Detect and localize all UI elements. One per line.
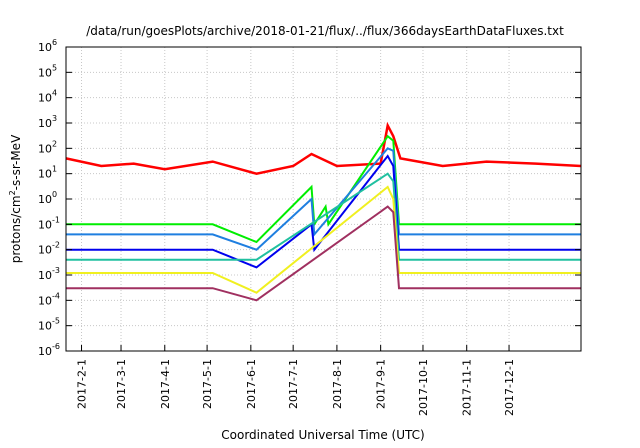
y-tick-label: 106 — [38, 38, 57, 54]
y-tick-label: 10-3 — [38, 266, 60, 282]
y-tick-base: 10 — [38, 92, 52, 105]
y-tick-base: 10 — [38, 193, 52, 206]
y-tick-base: 10 — [38, 320, 52, 333]
x-tick-label: 2017-12-1 — [503, 359, 516, 416]
series-line — [66, 205, 581, 302]
y-tick-exp: 4 — [52, 89, 57, 98]
y-tick-label: 10-5 — [38, 317, 60, 333]
x-tick-label: 2017-6-1 — [245, 359, 258, 409]
y-tick-label: 104 — [38, 89, 57, 105]
y-tick-base: 10 — [38, 117, 52, 130]
y-tick-label: 10-1 — [38, 215, 60, 231]
x-tick-label: 2017-11-1 — [461, 359, 474, 416]
y-tick-base: 10 — [38, 345, 52, 358]
x-tick-label: 2017-9-1 — [375, 359, 388, 409]
y-tick-label: 10-2 — [38, 241, 60, 257]
x-tick-label: 2017-10-1 — [417, 359, 430, 416]
grid-lines — [66, 47, 581, 351]
series-line — [66, 185, 581, 294]
y-tick-base: 10 — [38, 269, 52, 282]
plot-frame — [65, 46, 582, 352]
y-axis-ticks: 10-610-510-410-310-210-11001011021031041… — [38, 38, 581, 358]
series-line — [66, 147, 581, 251]
y-tick-base: 10 — [38, 244, 52, 257]
y-tick-exp: 2 — [52, 139, 57, 148]
y-axis-label: protons/cm2-s-sr-MeV — [8, 134, 23, 263]
y-tick-label: 102 — [38, 139, 57, 155]
y-tick-exp: -1 — [52, 215, 60, 224]
y-axis-label-main: protons/cm — [9, 195, 23, 263]
y-tick-exp: 0 — [52, 190, 57, 199]
x-axis-ticks: 2017-2-1 2017-3-1 2017-4-1 2017-5-1 2017-6-1… — [76, 345, 516, 416]
y-tick-exp: -5 — [52, 317, 60, 326]
y-tick-base: 10 — [38, 168, 52, 181]
y-tick-label: 100 — [38, 190, 57, 206]
y-tick-label: 10-4 — [38, 291, 60, 307]
x-tick-label: 2017-5-1 — [201, 359, 214, 409]
series-line — [66, 172, 581, 261]
y-tick-exp: 3 — [52, 114, 57, 123]
x-axis-label: Coordinated Universal Time (UTC) — [221, 428, 424, 442]
y-tick-base: 10 — [38, 218, 52, 231]
y-tick-base: 10 — [38, 142, 52, 155]
x-tick-label: 2017-4-1 — [159, 359, 172, 409]
chart-title: /data/run/goesPlots/archive/2018-01-21/f… — [86, 24, 564, 38]
x-tick-label: 2017-7-1 — [287, 359, 300, 409]
y-tick-exp: -2 — [52, 241, 60, 250]
y-tick-base: 10 — [38, 66, 52, 79]
y-tick-label: 105 — [38, 63, 57, 79]
y-tick-exp: 5 — [52, 63, 57, 72]
y-tick-label: 10-6 — [38, 342, 60, 358]
series-group — [65, 121, 582, 302]
y-tick-exp: -6 — [52, 342, 60, 351]
x-tick-label: 2017-8-1 — [331, 359, 344, 409]
y-tick-label: 101 — [38, 165, 57, 181]
y-tick-exp: 6 — [52, 38, 57, 47]
x-tick-label: 2017-3-1 — [115, 359, 128, 409]
series-line — [66, 134, 581, 244]
y-tick-label: 103 — [38, 114, 57, 130]
y-tick-base: 10 — [38, 294, 52, 307]
y-axis-label-unit: -s-sr-MeV — [9, 134, 23, 190]
y-axis-label-sup: 2 — [8, 190, 17, 195]
y-tick-exp: -3 — [52, 266, 60, 275]
y-tick-base: 10 — [38, 41, 52, 54]
series-line — [65, 121, 582, 175]
x-tick-label: 2017-2-1 — [76, 359, 89, 409]
y-tick-exp: -4 — [52, 291, 60, 300]
y-tick-exp: 1 — [52, 165, 57, 174]
